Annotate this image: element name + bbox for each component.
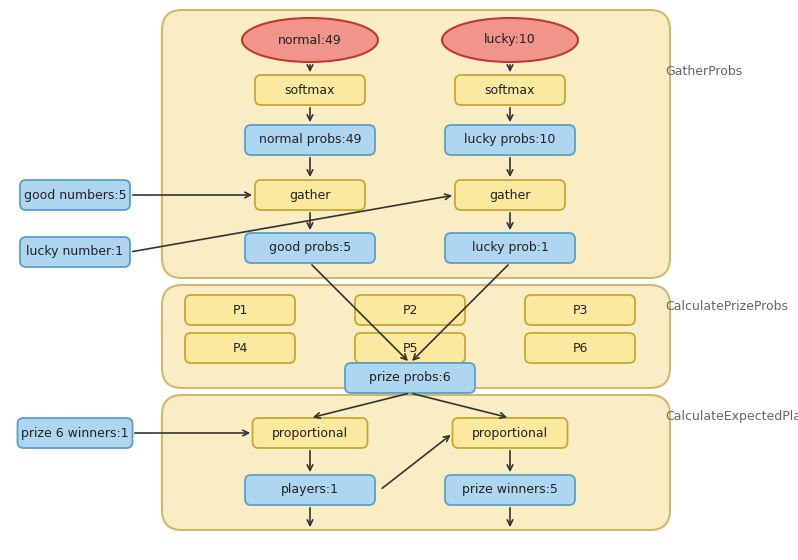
Text: CalculateExpectedPlayers: CalculateExpectedPlayers <box>665 410 798 423</box>
FancyBboxPatch shape <box>162 285 670 388</box>
Text: GatherProbs: GatherProbs <box>665 65 742 78</box>
Text: prize probs:6: prize probs:6 <box>369 371 451 385</box>
Text: prize winners:5: prize winners:5 <box>462 483 558 497</box>
Text: P6: P6 <box>572 342 587 354</box>
FancyBboxPatch shape <box>185 295 295 325</box>
FancyBboxPatch shape <box>255 75 365 105</box>
Text: proportional: proportional <box>272 427 348 440</box>
FancyBboxPatch shape <box>452 418 567 448</box>
Text: lucky prob:1: lucky prob:1 <box>472 241 548 254</box>
Text: lucky:10: lucky:10 <box>484 34 536 46</box>
Text: good probs:5: good probs:5 <box>269 241 351 254</box>
FancyBboxPatch shape <box>245 125 375 155</box>
FancyBboxPatch shape <box>162 10 670 278</box>
FancyBboxPatch shape <box>355 333 465 363</box>
Text: P5: P5 <box>402 342 417 354</box>
Text: gather: gather <box>489 189 531 202</box>
Text: normal probs:49: normal probs:49 <box>259 133 361 147</box>
FancyBboxPatch shape <box>355 295 465 325</box>
FancyBboxPatch shape <box>445 233 575 263</box>
Text: lucky probs:10: lucky probs:10 <box>464 133 555 147</box>
Text: CalculatePrizeProbs: CalculatePrizeProbs <box>665 300 788 313</box>
Text: P4: P4 <box>232 342 247 354</box>
Ellipse shape <box>242 18 378 62</box>
Text: normal:49: normal:49 <box>279 34 342 46</box>
FancyBboxPatch shape <box>445 125 575 155</box>
Text: proportional: proportional <box>472 427 548 440</box>
FancyBboxPatch shape <box>525 333 635 363</box>
FancyBboxPatch shape <box>255 180 365 210</box>
FancyBboxPatch shape <box>345 363 475 393</box>
FancyBboxPatch shape <box>245 233 375 263</box>
FancyBboxPatch shape <box>445 475 575 505</box>
FancyBboxPatch shape <box>455 75 565 105</box>
Text: softmax: softmax <box>285 83 335 96</box>
FancyBboxPatch shape <box>18 418 132 448</box>
FancyBboxPatch shape <box>20 180 130 210</box>
Ellipse shape <box>442 18 578 62</box>
Text: gather: gather <box>290 189 330 202</box>
Text: P2: P2 <box>402 304 417 316</box>
FancyBboxPatch shape <box>20 237 130 267</box>
Text: softmax: softmax <box>484 83 535 96</box>
FancyBboxPatch shape <box>185 333 295 363</box>
FancyBboxPatch shape <box>245 475 375 505</box>
Text: players:1: players:1 <box>281 483 339 497</box>
FancyBboxPatch shape <box>525 295 635 325</box>
FancyBboxPatch shape <box>455 180 565 210</box>
Text: good numbers:5: good numbers:5 <box>24 189 126 202</box>
Text: prize 6 winners:1: prize 6 winners:1 <box>22 427 128 440</box>
Text: lucky number:1: lucky number:1 <box>26 245 124 259</box>
FancyBboxPatch shape <box>252 418 368 448</box>
Text: P1: P1 <box>232 304 247 316</box>
FancyBboxPatch shape <box>162 395 670 530</box>
Text: P3: P3 <box>572 304 587 316</box>
